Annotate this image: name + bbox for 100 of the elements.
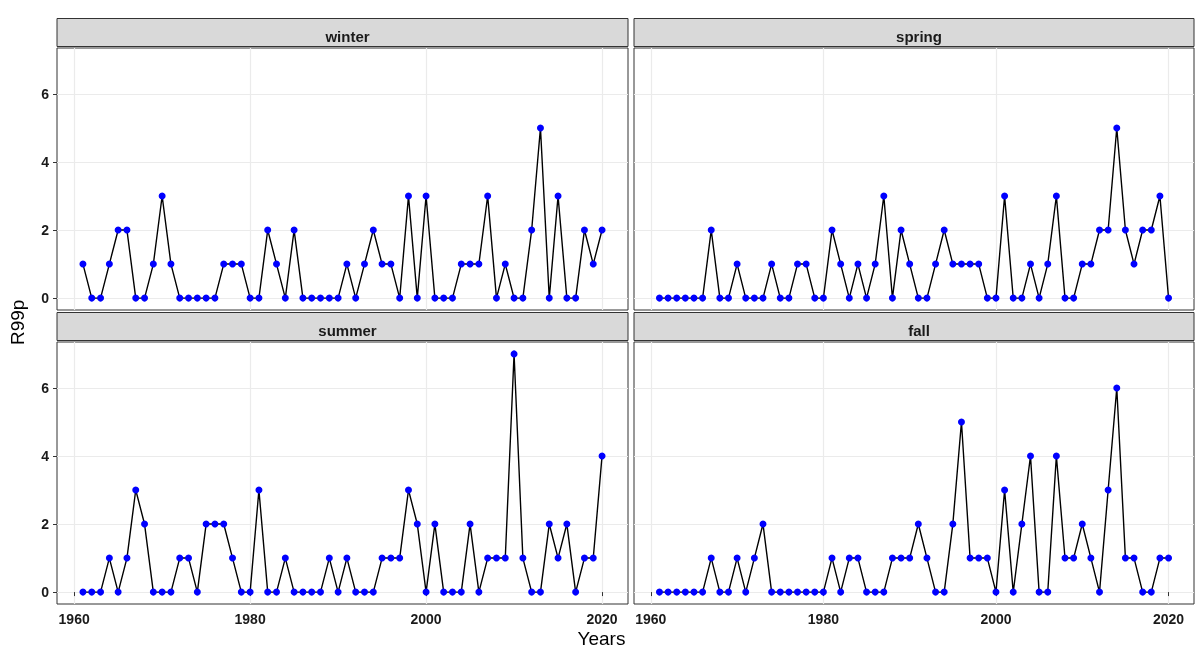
point (475, 588, 483, 596)
point (440, 588, 448, 596)
point (396, 554, 404, 562)
point (141, 520, 149, 528)
point (352, 294, 360, 302)
point (776, 294, 784, 302)
point (1078, 520, 1086, 528)
point (158, 588, 166, 596)
point (545, 294, 553, 302)
point (871, 588, 879, 596)
point (1121, 226, 1129, 234)
point (681, 294, 689, 302)
point (519, 294, 527, 302)
y-tick-label: 0 (41, 584, 50, 601)
point (492, 294, 500, 302)
point (536, 124, 544, 132)
point (932, 260, 940, 268)
point (528, 226, 536, 234)
point (492, 554, 500, 562)
point (1096, 588, 1104, 596)
point (1096, 226, 1104, 234)
point (1009, 294, 1017, 302)
point (794, 260, 802, 268)
point (387, 260, 395, 268)
point (431, 294, 439, 302)
point (325, 554, 333, 562)
point (1113, 124, 1121, 132)
point (317, 588, 324, 596)
x-tick-label: 2020 (586, 611, 618, 627)
point (361, 588, 368, 596)
point (237, 260, 245, 268)
point (141, 294, 149, 302)
point (655, 294, 663, 302)
point (281, 294, 289, 302)
point (699, 294, 707, 302)
point (1121, 554, 1129, 562)
point (580, 226, 588, 234)
point (819, 588, 827, 596)
x-tick-label: 1980 (234, 611, 266, 627)
point (949, 260, 957, 268)
point (699, 588, 707, 596)
point (975, 554, 983, 562)
point (785, 294, 793, 302)
point (863, 294, 871, 302)
y-tick-label: 4 (41, 447, 50, 464)
point (1070, 294, 1078, 302)
point (185, 554, 193, 562)
x-tick-label: 2000 (980, 611, 1012, 627)
point (317, 294, 324, 302)
point (519, 554, 527, 562)
x-axis-title: Years (576, 628, 627, 650)
point (264, 226, 272, 234)
y-tick-label: 4 (41, 153, 50, 170)
point (906, 260, 914, 268)
point (220, 520, 228, 528)
point (776, 588, 784, 596)
point (983, 554, 991, 562)
x-tick-label: 1960 (635, 611, 667, 627)
point (88, 294, 96, 302)
point (413, 520, 421, 528)
point (716, 588, 724, 596)
point (768, 260, 776, 268)
point (572, 294, 580, 302)
y-tick-label: 6 (41, 379, 50, 396)
point (202, 294, 210, 302)
point (229, 554, 237, 562)
point (246, 588, 254, 596)
chart-title: fall (908, 322, 930, 339)
point (290, 588, 298, 596)
point (957, 260, 965, 268)
point (1087, 260, 1095, 268)
point (572, 588, 580, 596)
point (707, 554, 715, 562)
point (845, 554, 853, 562)
point (114, 588, 122, 596)
point (132, 486, 140, 494)
point (1139, 588, 1147, 596)
point (1001, 192, 1009, 200)
point (1052, 452, 1060, 460)
point (1035, 294, 1043, 302)
point (1026, 260, 1034, 268)
y-tick-label: 6 (41, 85, 50, 102)
point (325, 294, 333, 302)
point (484, 554, 492, 562)
point (369, 226, 377, 234)
point (845, 294, 853, 302)
point (343, 260, 351, 268)
point (176, 554, 184, 562)
point (352, 588, 360, 596)
point (528, 588, 536, 596)
point (501, 260, 509, 268)
point (404, 486, 412, 494)
point (681, 588, 689, 596)
point (811, 294, 819, 302)
point (837, 260, 845, 268)
point (819, 294, 827, 302)
point (1139, 226, 1147, 234)
point (716, 294, 724, 302)
point (880, 588, 888, 596)
point (949, 520, 957, 528)
